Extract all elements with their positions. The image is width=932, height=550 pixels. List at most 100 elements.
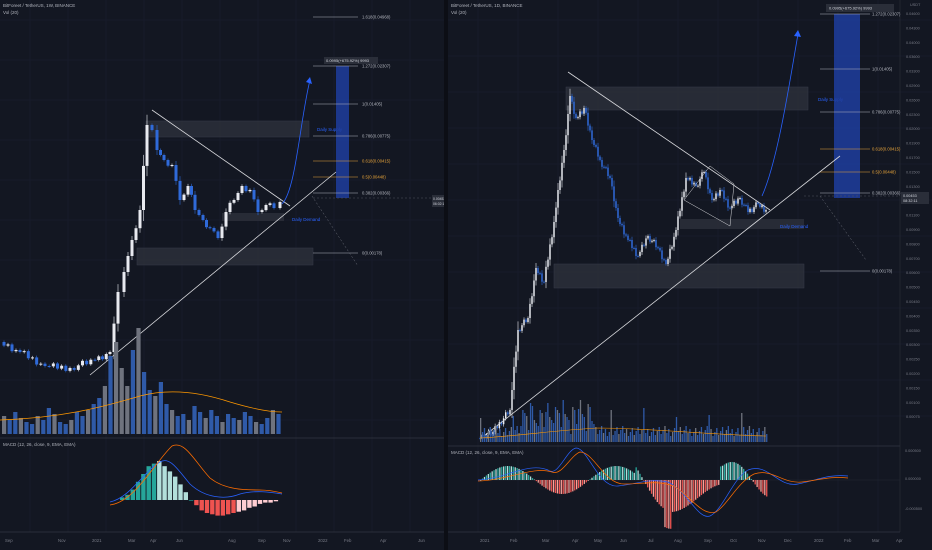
- daily-candle: [725, 198, 727, 200]
- macd-histogram-bar: [151, 463, 157, 500]
- volume-bar: [581, 414, 584, 442]
- weekly-candle: [68, 368, 72, 371]
- daily-candle: [745, 205, 747, 206]
- price-axis-tick: 0.00350: [906, 329, 920, 333]
- volume-bar: [531, 406, 534, 442]
- daily-candle: [755, 202, 757, 208]
- volume-bar: [558, 413, 561, 442]
- volume-bar: [554, 407, 557, 442]
- macd-histogram-bar: [504, 466, 507, 480]
- demand-zone-label: Daily Demand: [780, 224, 809, 229]
- weekly-chart-panel[interactable]: Daily Supply Daily Demand 0.0995(+675.92%)…: [0, 0, 444, 550]
- volume-bar: [718, 435, 720, 442]
- daily-candle: [723, 190, 725, 199]
- macd-histogram-bar: [539, 480, 541, 485]
- volume-bar: [259, 424, 264, 434]
- volume-bar: [641, 430, 643, 442]
- volume-bar: [254, 422, 259, 434]
- weekly-candle: [97, 356, 101, 360]
- volume-bar: [226, 414, 231, 434]
- macd-histogram-bar: [589, 479, 591, 480]
- volume-bar: [543, 427, 545, 442]
- volume-bar: [647, 429, 649, 442]
- daily-candle: [631, 240, 633, 248]
- macd-histogram-bar: [220, 500, 226, 516]
- volume-bar: [524, 413, 526, 442]
- macd-histogram-bar: [650, 480, 653, 494]
- daily-chart-panel[interactable]: USDT 0.04600 0.04300 0.04000 0.03600 0.03300 0…: [448, 0, 932, 550]
- daily-candle: [697, 185, 699, 187]
- daily-candle: [511, 390, 513, 410]
- volume-bar: [729, 433, 731, 442]
- daily-candle: [617, 208, 619, 218]
- price-axis-tick: 0.00250: [906, 358, 920, 362]
- price-axis-tick: 0.03600: [906, 55, 920, 59]
- macd-histogram-bar: [167, 471, 173, 500]
- volume-bar: [80, 416, 85, 434]
- weekly-candle: [51, 363, 55, 367]
- daily-candle: [641, 244, 643, 252]
- daily-candle: [749, 208, 751, 212]
- daily-candle: [498, 422, 501, 429]
- macd-histogram-bar: [760, 480, 762, 492]
- volume-bar: [147, 390, 152, 434]
- weekly-candle: [145, 125, 149, 166]
- volume-bar: [631, 428, 633, 442]
- volume-bar: [744, 434, 747, 442]
- macd-histogram-bar: [501, 466, 503, 480]
- weekly-candle: [116, 292, 120, 324]
- macd-histogram-bar: [622, 466, 624, 480]
- volume-bar: [506, 435, 509, 442]
- macd-histogram-bar: [629, 470, 632, 480]
- macd-histogram-bar: [620, 466, 622, 480]
- volume-bar: [656, 431, 658, 442]
- volume-bar: [13, 412, 18, 434]
- price-axis-tick: 0.00400: [906, 314, 920, 318]
- daily-candle: [567, 114, 569, 136]
- volume-bar: [18, 418, 23, 434]
- daily-candle: [555, 207, 557, 222]
- daily-candle: [537, 268, 539, 274]
- macd-histogram-bar: [687, 480, 689, 506]
- macd-histogram-bar: [591, 477, 593, 480]
- daily-candle: [577, 117, 579, 119]
- macd-histogram-bar: [714, 480, 716, 487]
- time-axis-label: Jun: [418, 538, 426, 543]
- price-axis-tick: 0.00075: [906, 415, 920, 419]
- volume-bar: [595, 427, 597, 442]
- macd-histogram-bar: [689, 480, 691, 505]
- daily-candle: [763, 205, 765, 212]
- macd-histogram-bar: [135, 481, 141, 500]
- time-axis-label: Sep: [258, 538, 266, 543]
- weekly-chart-svg[interactable]: Daily Supply Daily Demand 0.0995(+675.92%)…: [0, 0, 444, 550]
- weekly-candle: [93, 359, 97, 361]
- panel-divider[interactable]: [444, 0, 448, 550]
- macd-histogram-bar: [562, 480, 564, 494]
- macd-histogram-bar: [702, 480, 705, 494]
- volume-bar: [664, 426, 666, 442]
- macd-histogram-bar: [564, 480, 566, 494]
- macd-histogram-bar: [693, 480, 695, 502]
- macd-histogram-bar: [612, 466, 614, 480]
- macd-histogram-bar: [188, 500, 194, 501]
- macd-histogram-bar: [537, 480, 539, 483]
- volume-bar: [237, 420, 242, 434]
- macd-histogram-bar: [744, 471, 747, 480]
- daily-candle: [633, 248, 635, 249]
- macd-histogram-bar: [764, 480, 766, 496]
- daily-candle: [705, 172, 707, 178]
- macd-histogram-bar: [583, 480, 585, 484]
- target-label-bg: [324, 57, 378, 64]
- daily-chart-svg[interactable]: USDT 0.04600 0.04300 0.04000 0.03600 0.03300 0…: [448, 0, 932, 550]
- time-axis-label: Feb: [844, 538, 852, 543]
- macd-histogram-bar: [731, 461, 733, 480]
- macd-histogram-bar: [178, 484, 183, 500]
- macd-histogram-bar: [656, 480, 658, 503]
- daily-candle: [673, 236, 675, 247]
- macd-histogram-bar: [574, 480, 576, 491]
- daily-candle: [547, 259, 549, 267]
- macd-histogram-bar: [524, 472, 526, 480]
- daily-candle: [707, 177, 709, 190]
- weekly-candle: [150, 125, 154, 130]
- daily-candle: [719, 190, 721, 196]
